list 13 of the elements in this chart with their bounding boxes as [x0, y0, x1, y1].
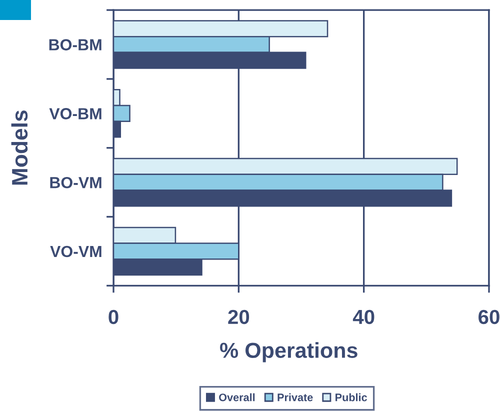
x-tick-label: 0	[108, 310, 118, 324]
y-axis-title: Models	[11, 110, 28, 185]
y-tick-label: VO-VM	[50, 246, 102, 258]
y-tick-label: BO-VM	[50, 176, 102, 188]
x-tick-label: 60	[478, 310, 500, 324]
x-tick-label: 40	[352, 310, 374, 324]
legend-label: Overall	[219, 393, 255, 402]
legend-label: Private	[278, 393, 313, 402]
x-axis-title: % Operations	[220, 342, 358, 362]
y-tick-label: VO-BM	[49, 108, 102, 120]
y-tick-label: BO-BM	[49, 39, 102, 50]
legend-label: Public	[336, 393, 367, 402]
x-tick-label: 20	[228, 310, 250, 324]
